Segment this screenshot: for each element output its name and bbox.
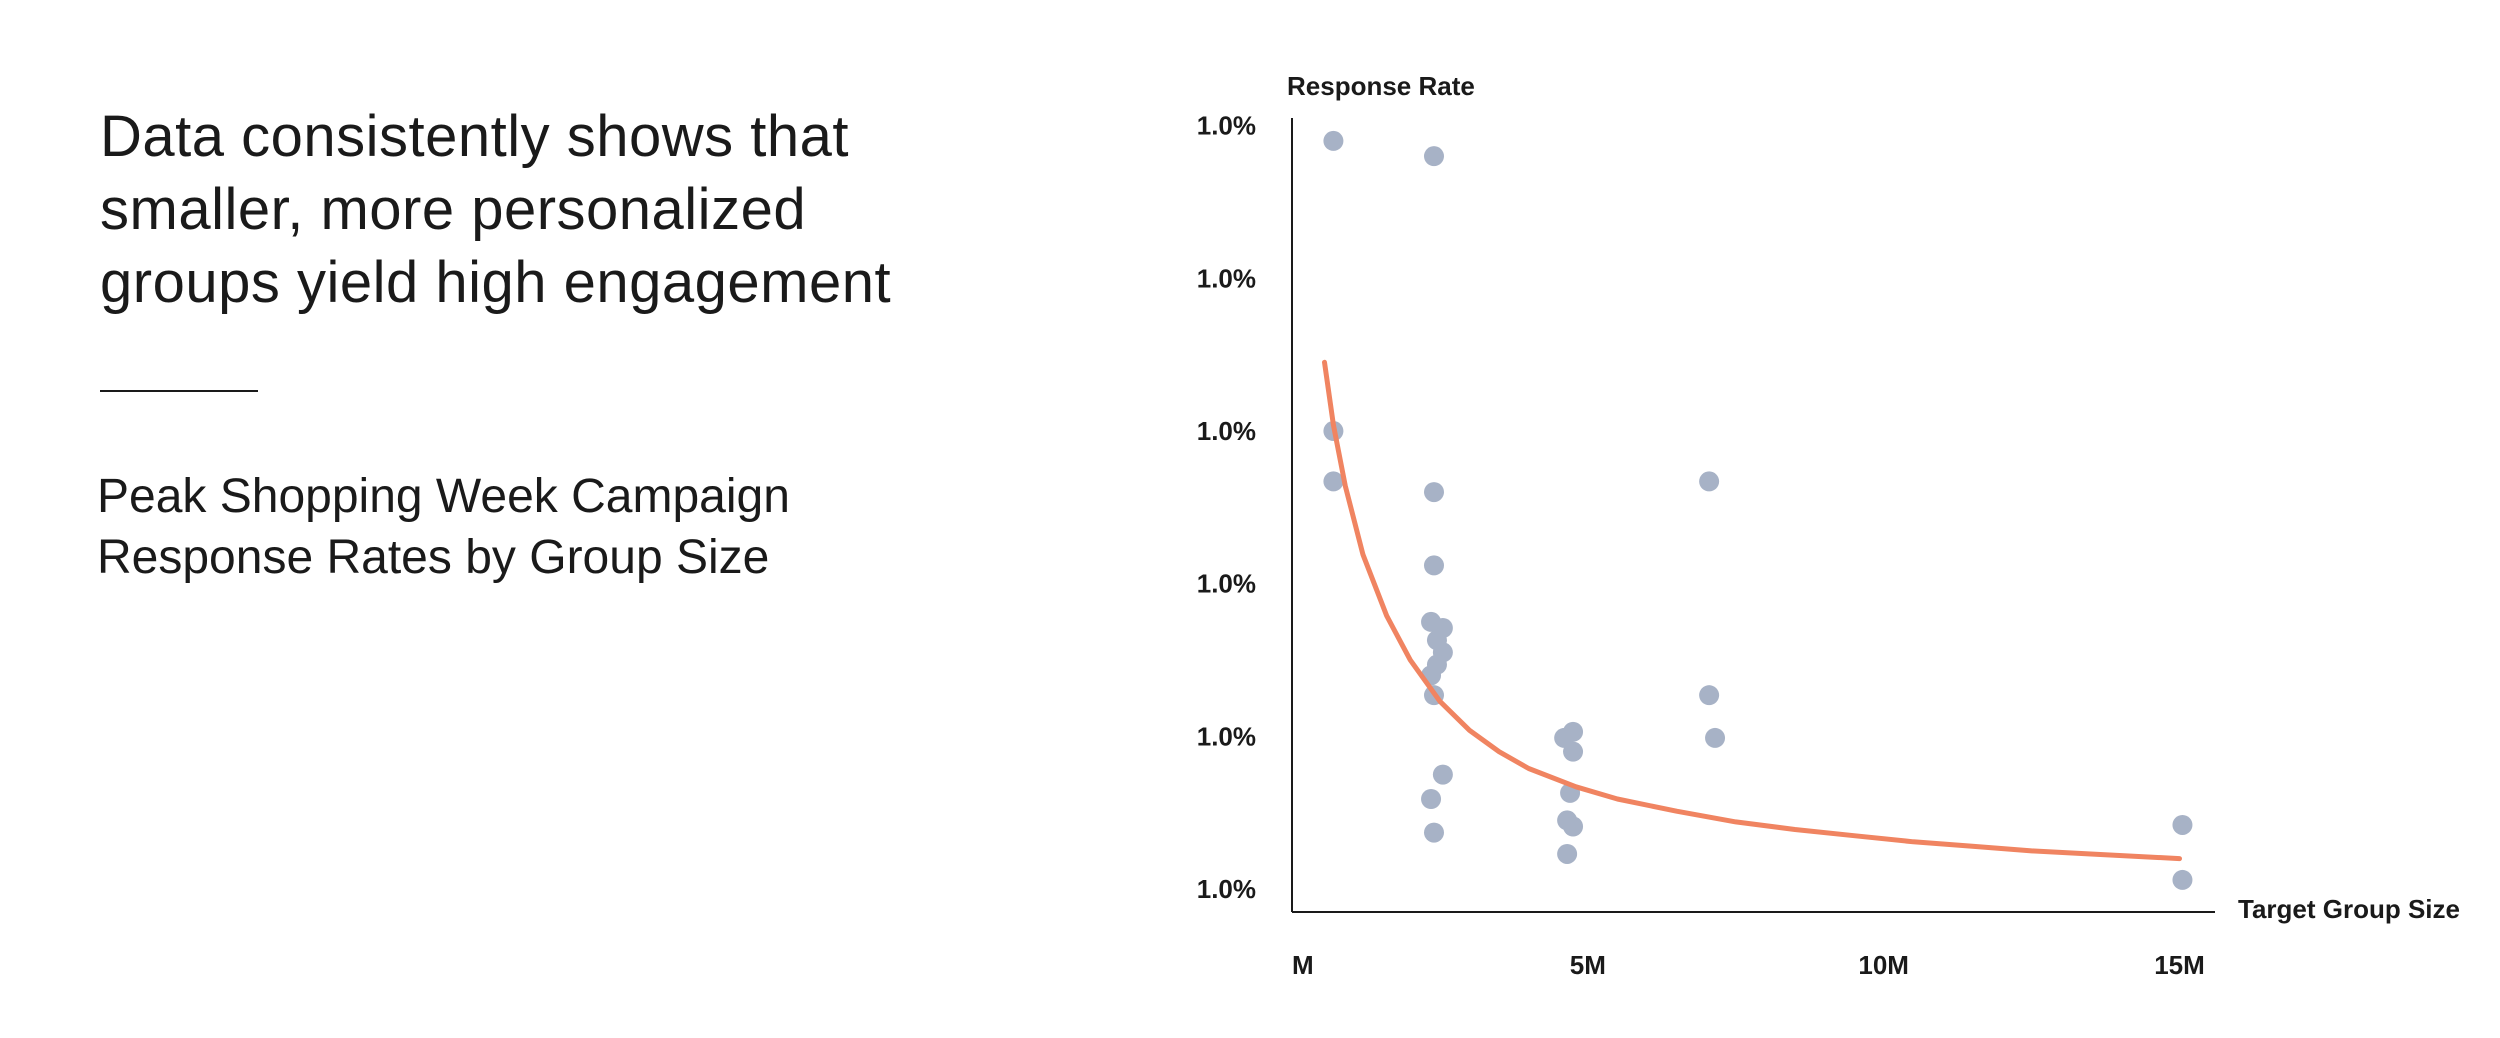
data-point — [1421, 789, 1442, 810]
data-point — [1424, 555, 1444, 576]
data-point — [1563, 721, 1584, 742]
x-tick-label: 5M — [1570, 950, 1606, 980]
data-point — [1432, 617, 1453, 638]
data-point — [1432, 764, 1453, 785]
data-point — [1563, 741, 1584, 762]
data-point — [2172, 814, 2193, 835]
data-point — [1563, 816, 1584, 837]
headline: Data consistently shows that smaller, mo… — [100, 104, 892, 315]
x-tick-label: M — [1292, 950, 1314, 980]
x-tick-label: 10M — [1858, 950, 1909, 980]
data-point — [1323, 471, 1344, 492]
y-tick-label: 1.0% — [1197, 111, 1256, 141]
y-axis-ticks: 1.0% 1.0% 1.0% 1.0% 1.0% 1.0% — [1197, 111, 1256, 904]
y-tick-label: 1.0% — [1197, 263, 1256, 293]
data-point — [1699, 685, 1720, 706]
y-axis-title: Response Rate — [1287, 71, 1475, 101]
data-point — [1424, 822, 1444, 843]
x-axis-title: Target Group Size — [2238, 894, 2460, 924]
chart-title: Peak Shopping Week Campaign Response Rat… — [97, 470, 790, 584]
x-axis-ticks: M 5M 10M 15M — [1292, 950, 2205, 980]
data-point — [1705, 727, 1726, 748]
data-point — [2172, 869, 2193, 890]
y-tick-label: 1.0% — [1197, 874, 1256, 904]
y-tick-label: 1.0% — [1197, 569, 1256, 599]
y-tick-label: 1.0% — [1197, 721, 1256, 751]
data-point — [1557, 843, 1578, 864]
data-point — [1424, 146, 1444, 167]
x-tick-label: 15M — [2154, 950, 2205, 980]
trend-line — [1322, 359, 2182, 862]
y-tick-label: 1.0% — [1197, 416, 1256, 446]
data-point — [1424, 482, 1444, 503]
divider — [100, 390, 258, 392]
data-point — [1323, 130, 1344, 151]
data-point — [1699, 471, 1720, 492]
data-points — [1323, 130, 2193, 890]
